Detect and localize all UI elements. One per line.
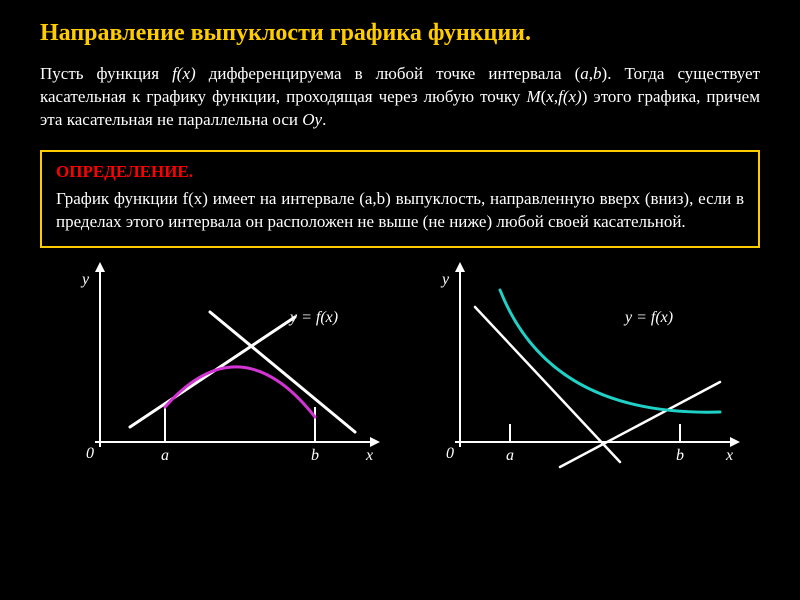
intro-Oy: Oy: [302, 110, 322, 129]
svg-text:x: x: [725, 447, 733, 464]
svg-text:a: a: [161, 447, 169, 464]
definition-body: График функции f(x) имеет на интервале (…: [56, 188, 744, 234]
intro-text: Пусть функция: [40, 64, 172, 83]
intro-x2: x: [546, 87, 554, 106]
slide-title: Направление выпуклости графика функции.: [40, 20, 760, 47]
svg-text:y = f(x): y = f(x): [623, 309, 673, 326]
intro-a: a: [580, 64, 589, 83]
intro-x1: (x): [177, 64, 196, 83]
slide: Направление выпуклости графика функции. …: [0, 0, 800, 492]
figures-row: 0 y x a b y = f(x) 0 y x a b y = f(x): [40, 262, 760, 482]
svg-text:x: x: [365, 447, 373, 464]
definition-box: ОПРЕДЕЛЕНИЕ. График функции f(x) имеет н…: [40, 150, 760, 248]
intro-period: .: [322, 110, 326, 129]
figure-right: 0 y x a b y = f(x): [420, 262, 740, 482]
svg-text:0: 0: [86, 445, 94, 462]
svg-text:b: b: [676, 447, 684, 464]
svg-text:y: y: [440, 271, 450, 288]
intro-mid1: дифференцируема в любой точке интервала …: [196, 64, 581, 83]
def-x: (x): [188, 189, 208, 208]
intro-paragraph: Пусть функция f(x) дифференцируема в люб…: [40, 63, 760, 132]
definition-heading: ОПРЕДЕЛЕНИЕ.: [56, 162, 744, 182]
def-b: b: [377, 189, 386, 208]
svg-text:0: 0: [446, 445, 454, 462]
svg-text:y = f(x): y = f(x): [288, 309, 338, 326]
def-p2: имеет на интервале (: [208, 189, 365, 208]
svg-text:y: y: [80, 271, 90, 288]
svg-text:a: a: [506, 447, 514, 464]
concave-up-diagram: 0 y x a b y = f(x): [420, 262, 740, 482]
intro-M: M: [526, 87, 540, 106]
concave-down-diagram: 0 y x a b y = f(x): [60, 262, 380, 482]
svg-text:b: b: [311, 447, 319, 464]
intro-b: b: [593, 64, 602, 83]
figure-left: 0 y x a b y = f(x): [60, 262, 380, 482]
intro-x3: (x): [563, 87, 582, 106]
def-p1: График функции: [56, 189, 182, 208]
